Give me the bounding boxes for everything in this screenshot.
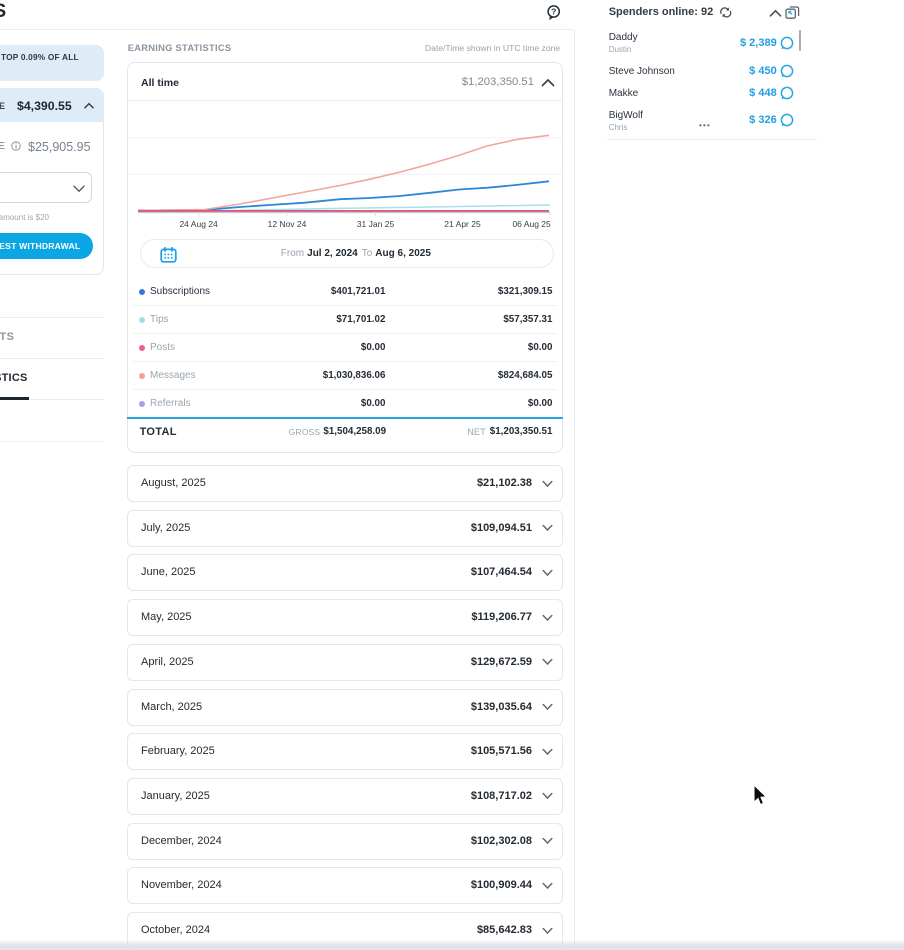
svg-text:?: ? bbox=[551, 7, 556, 17]
